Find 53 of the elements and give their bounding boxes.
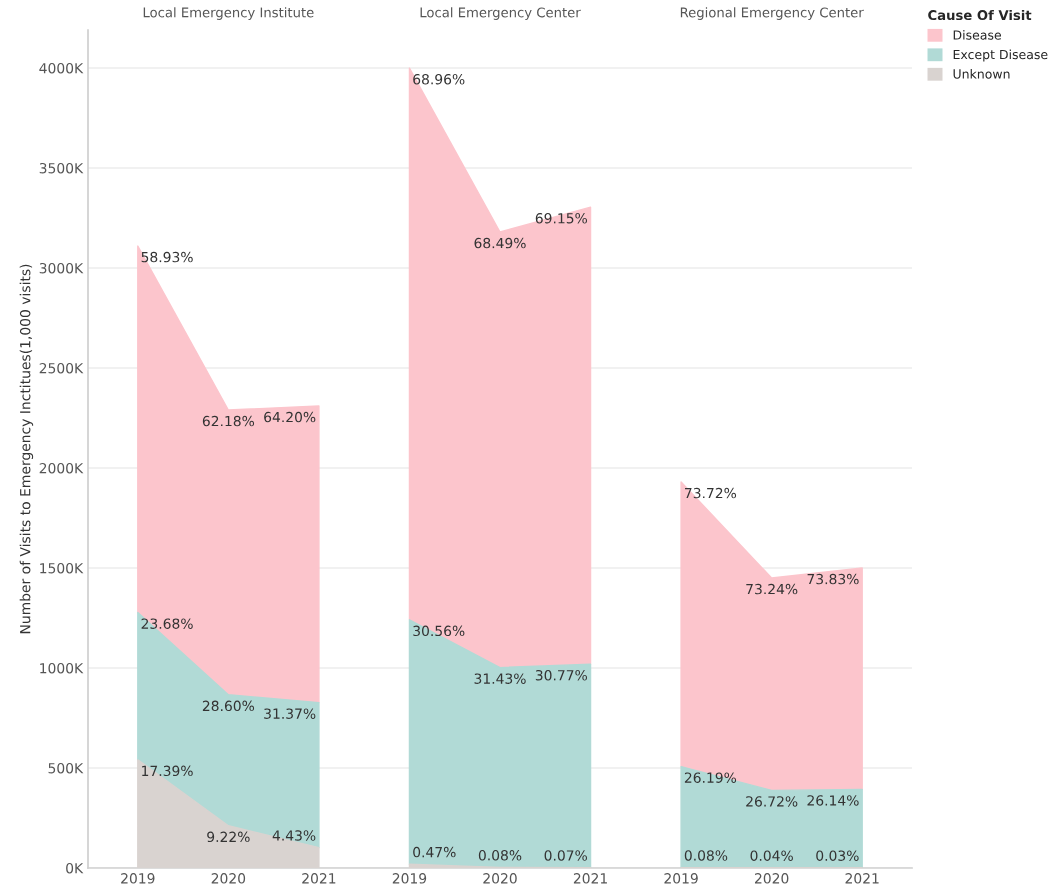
- legend-label: Except Disease: [953, 49, 1048, 62]
- annotation: 0.03%: [816, 850, 859, 861]
- text: Local Emergency Center: [420, 7, 581, 20]
- annotation: 73.83%: [807, 573, 859, 585]
- y-tick-label: 2500K: [39, 362, 84, 374]
- legend-title: Cause Of Visit: [928, 9, 1032, 21]
- annotation: 17.39%: [142, 765, 193, 777]
- annotation: 26.14%: [807, 795, 859, 806]
- y-tick-label: 2000K: [39, 462, 84, 474]
- annotation: 4.43%: [272, 830, 316, 841]
- x-tick-label: 2020: [483, 873, 517, 884]
- annotation: 68.49%: [474, 237, 526, 249]
- annotation: 0.08%: [478, 850, 522, 861]
- annotation: 69.15%: [535, 213, 588, 224]
- x-tick-label: 2021: [302, 873, 336, 884]
- annotation: 9.22%: [207, 831, 250, 843]
- annotation: 62.18%: [202, 415, 255, 427]
- y-tick-label: 1500K: [40, 562, 84, 574]
- text: Regional Emergency Center: [680, 7, 864, 20]
- annotation: 73.72%: [685, 487, 737, 499]
- annotation: 64.20%: [264, 411, 316, 423]
- x-tick-label: 2020: [211, 873, 246, 884]
- annotation: 0.47%: [413, 846, 456, 858]
- annotation: 58.93%: [141, 251, 193, 263]
- x-tick-label: 2019: [121, 873, 155, 884]
- x-tick-label: 2021: [845, 873, 879, 884]
- annotation: 30.56%: [413, 625, 465, 637]
- x-tick-label: 2019: [392, 873, 427, 884]
- y-tick-label: 4000K: [39, 62, 84, 74]
- y-tick-label: 500K: [48, 762, 84, 774]
- annotation: 0.07%: [544, 850, 588, 861]
- x-tick-label: 2021: [573, 873, 607, 884]
- y-axis-title: Number of Visits to Emergency Inctitues(1,000 visits): [19, 264, 34, 634]
- annotation: 31.43%: [474, 673, 526, 684]
- annotation: 73.24%: [746, 583, 798, 595]
- text: Local Emergency Institute: [143, 7, 314, 20]
- y-tick-label: 3000K: [39, 262, 84, 274]
- y-tick-label: 3500K: [39, 162, 84, 174]
- legend-label: Disease: [953, 30, 1001, 40]
- annotation: 30.77%: [535, 670, 588, 681]
- y-tick-label: 1000K: [40, 662, 84, 674]
- x-tick-label: 2020: [754, 873, 789, 884]
- annotation: 31.37%: [264, 708, 316, 719]
- annotation: 0.08%: [684, 850, 728, 861]
- annotation: 68.96%: [413, 74, 465, 85]
- legend-label: Unknown: [953, 68, 1010, 79]
- annotation: 0.04%: [750, 850, 793, 861]
- x-tick-label: 2019: [664, 873, 698, 884]
- annotation: 26.72%: [746, 796, 798, 807]
- y-tick-label: 0K: [66, 862, 84, 874]
- annotation: 26.19%: [684, 772, 737, 783]
- annotation: 28.60%: [202, 700, 255, 712]
- annotation: 23.68%: [141, 618, 193, 629]
